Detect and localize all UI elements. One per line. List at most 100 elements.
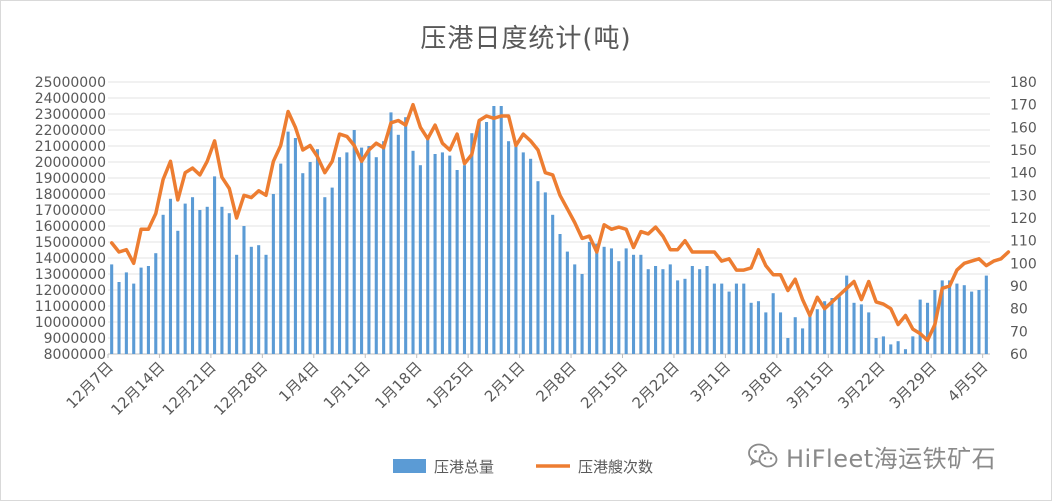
bar (286, 131, 290, 354)
y-tick-label: 10000000 (35, 315, 106, 331)
bar (139, 267, 143, 354)
y-tick-label: 23000000 (35, 107, 106, 123)
x-tick-label: 2月8日 (532, 358, 579, 405)
y2-tick-label: 140 (1010, 166, 1037, 182)
bar (617, 261, 621, 354)
bar (470, 133, 474, 354)
x-tick-label: 2月1日 (481, 358, 528, 405)
bar (580, 274, 584, 354)
bar (896, 341, 900, 354)
bar (690, 266, 694, 354)
bar (948, 280, 952, 354)
bar-series (110, 106, 988, 355)
x-tick-label: 12月14日 (107, 358, 168, 419)
bar (903, 349, 908, 354)
x-tick-label: 2月22日 (629, 358, 683, 412)
bar (955, 283, 959, 354)
bar (823, 301, 827, 354)
bar (499, 106, 503, 354)
bar (396, 134, 400, 354)
bar (609, 248, 614, 354)
bar (911, 336, 915, 354)
bar (411, 150, 415, 354)
bar (801, 328, 805, 354)
y2-tick-label: 100 (1010, 256, 1037, 272)
bar (661, 269, 665, 354)
bar (367, 146, 371, 354)
bar (764, 312, 768, 354)
bar (793, 317, 797, 354)
bar (132, 283, 136, 354)
y2-tick-label: 110 (1010, 234, 1037, 250)
bar (176, 230, 180, 354)
bar (573, 264, 577, 354)
y2-tick-label: 70 (1010, 324, 1028, 340)
bar (874, 338, 878, 354)
bar (183, 203, 187, 354)
bar (360, 147, 364, 354)
bar (668, 264, 672, 354)
bar (264, 254, 268, 354)
bar (154, 253, 158, 354)
x-tick-label: 1月25日 (423, 358, 477, 412)
bar (220, 206, 224, 354)
bar (448, 155, 452, 354)
bar (198, 210, 202, 354)
bar (984, 275, 988, 354)
y2-tick-label: 80 (1010, 302, 1028, 318)
bar (837, 296, 841, 354)
bar (815, 309, 819, 354)
bar (271, 194, 275, 354)
x-tick-label: 12月28日 (210, 358, 271, 419)
bar (389, 112, 393, 355)
y2-tick-label: 60 (1010, 347, 1028, 363)
bar (830, 298, 834, 354)
bar (683, 278, 687, 354)
y-tick-label: 18000000 (35, 187, 106, 203)
bar (249, 246, 253, 354)
y-tick-label: 8000000 (44, 347, 106, 363)
bar (852, 302, 856, 354)
bar (521, 152, 525, 354)
bar (345, 152, 349, 354)
bar (808, 312, 812, 354)
bar (227, 213, 231, 354)
y2-tick-label: 160 (1010, 120, 1037, 136)
bar (455, 170, 459, 354)
legend-label: 压港总量 (434, 458, 494, 476)
bar (970, 291, 974, 354)
y-axis-left: 2500000024000000230000002200000021000000… (35, 75, 106, 363)
y-tick-label: 19000000 (35, 171, 106, 187)
bar (161, 214, 165, 354)
bar (293, 138, 297, 354)
bar (771, 293, 775, 354)
bar (146, 266, 150, 354)
bar (484, 122, 489, 354)
bar (676, 280, 680, 354)
bar (587, 242, 591, 354)
bar (565, 251, 569, 354)
bar (462, 165, 467, 354)
bar (529, 158, 533, 354)
y-tick-label: 12000000 (35, 283, 106, 299)
bar (374, 157, 378, 354)
bar (536, 181, 540, 354)
bar (925, 302, 930, 354)
x-tick-label: 3月1日 (687, 358, 734, 405)
bar (257, 245, 261, 354)
bar (426, 136, 430, 354)
bar (602, 246, 606, 354)
y-tick-label: 9000000 (44, 331, 106, 347)
y2-tick-label: 180 (1010, 75, 1037, 91)
y2-tick-label: 90 (1010, 279, 1028, 295)
bar (323, 197, 327, 354)
bar (382, 141, 386, 354)
bar (124, 272, 128, 354)
y-tick-label: 21000000 (35, 139, 106, 155)
watermark-text: HiFleet海运铁矿石 (786, 444, 997, 473)
bar (786, 338, 790, 354)
bar (742, 283, 746, 354)
y-tick-label: 11000000 (35, 299, 106, 315)
